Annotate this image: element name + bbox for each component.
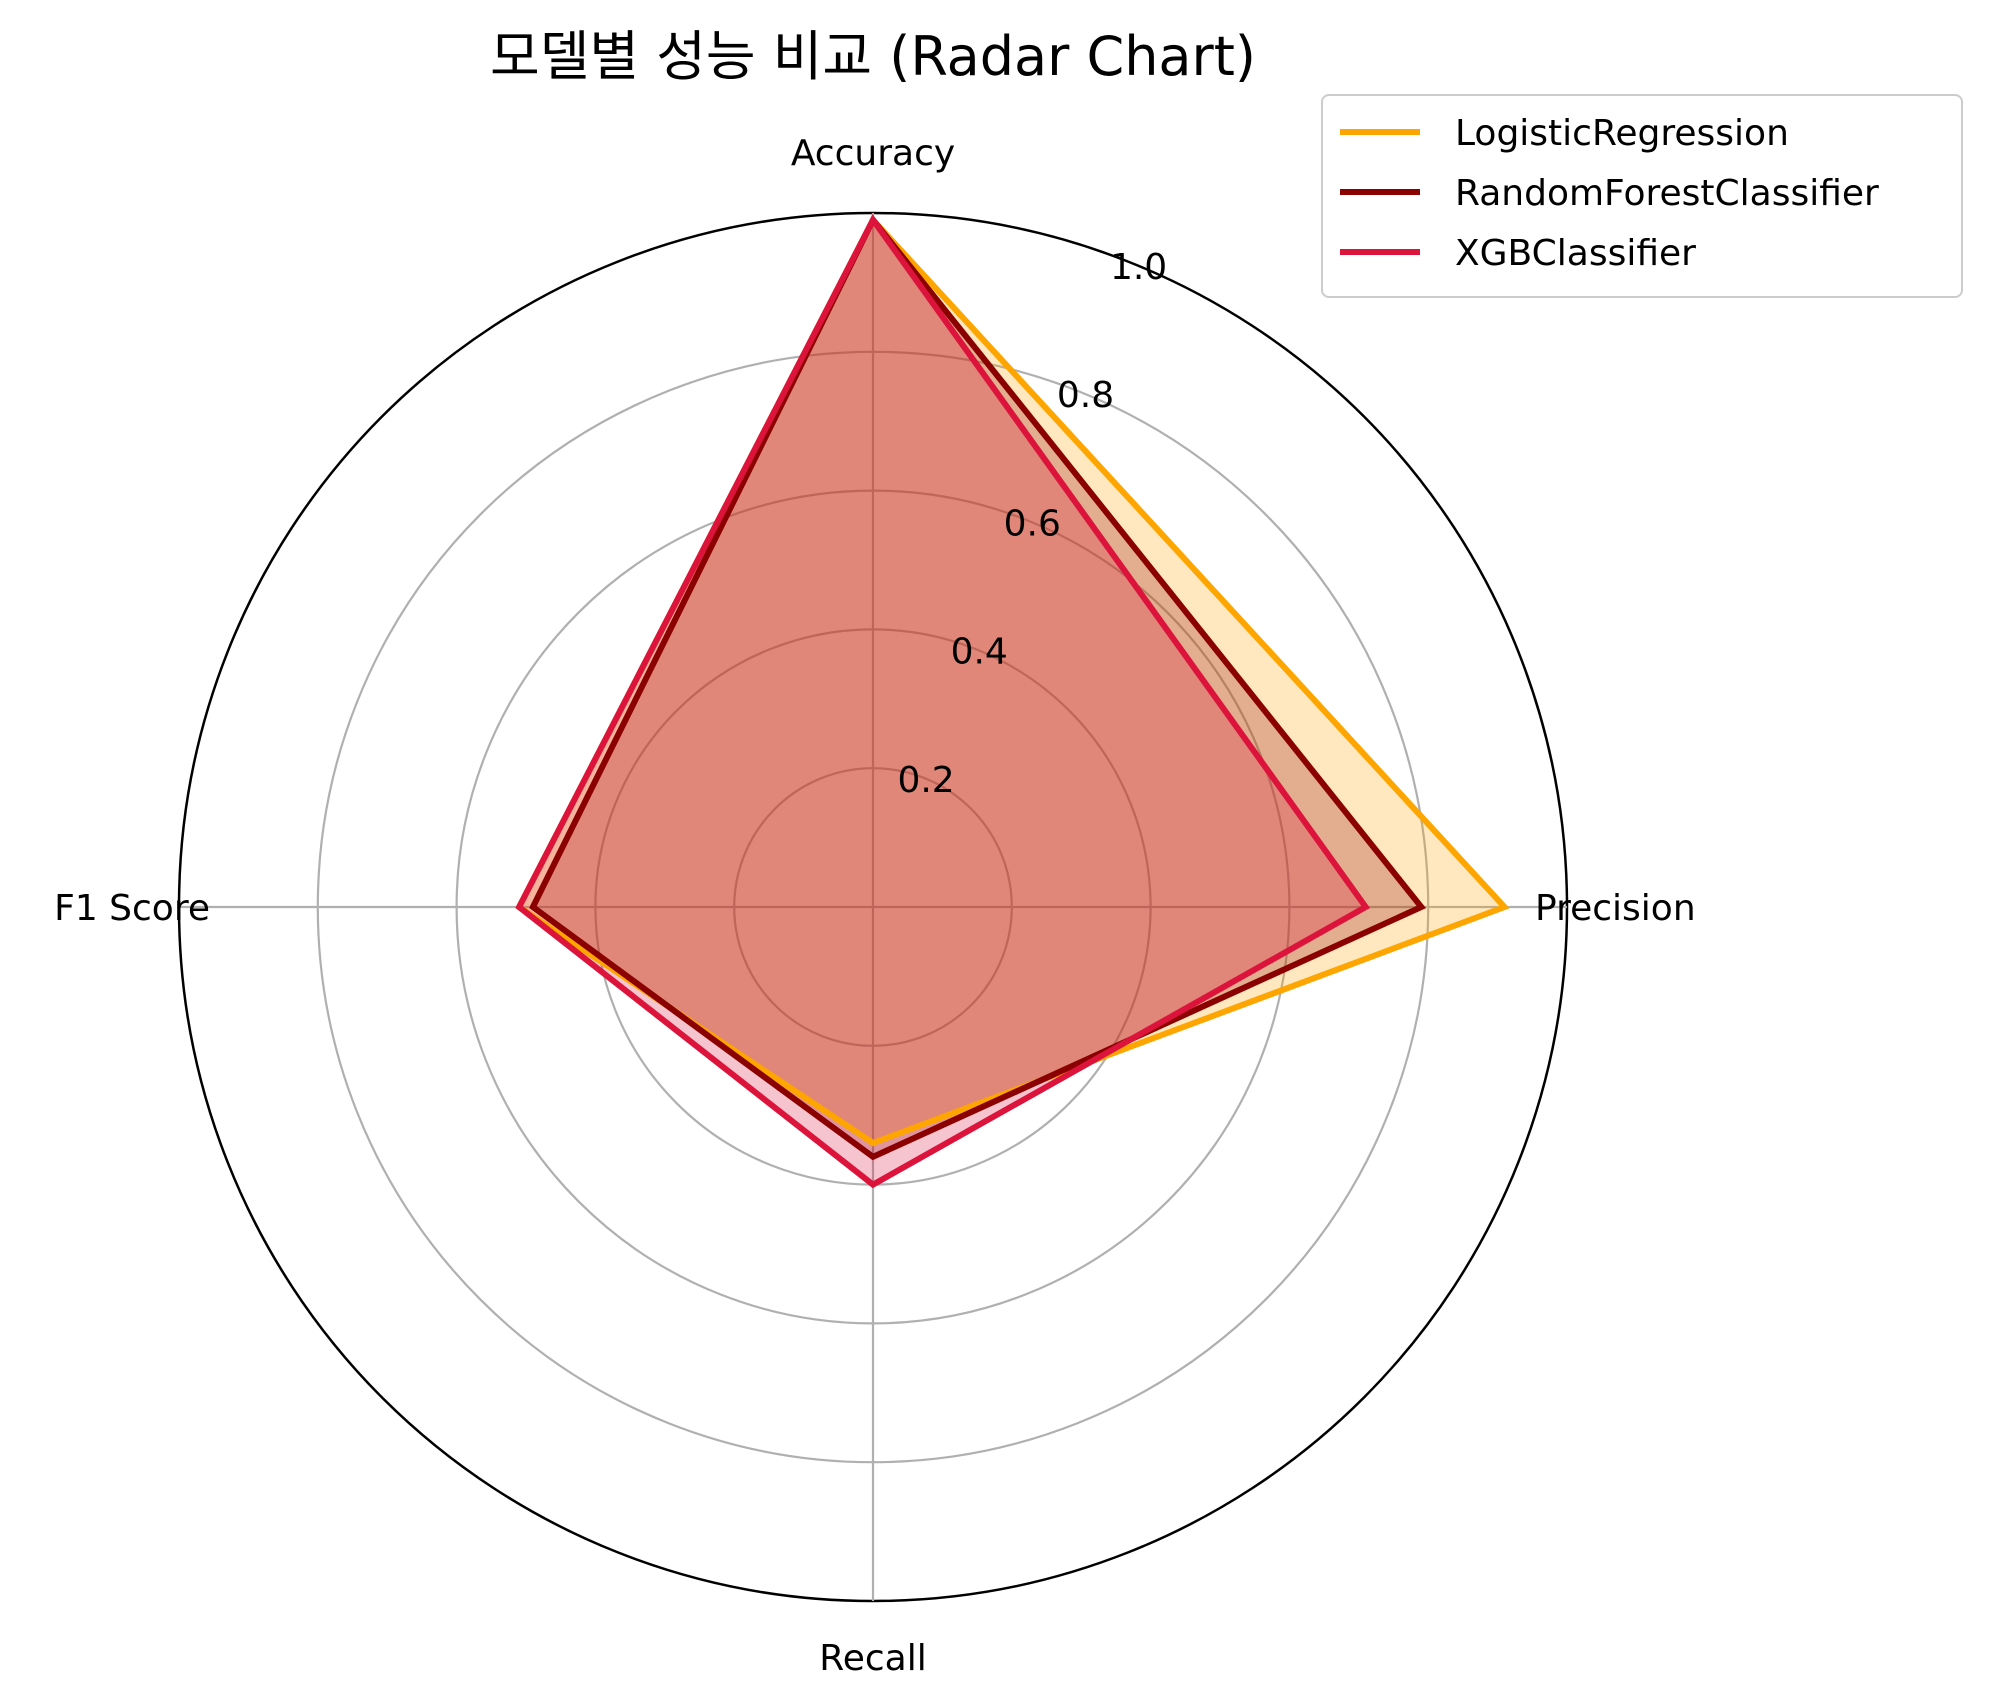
legend-label: LogisticRegression [1455,113,1789,154]
axis-label: Accuracy [791,133,955,174]
legend-items: LogisticRegression RandomForestClassifier… [1340,113,1879,274]
radial-tick-label: 0.2 [897,760,954,801]
legend-frame [1321,94,1963,298]
series-fill [519,219,1505,1143]
series-layer [515,214,1510,1189]
series-fill [532,219,1422,1157]
radial-tick-label: 0.4 [951,632,1008,673]
axis-label: F1 Score [54,888,210,929]
radial-tick-label: 0.6 [1004,503,1061,544]
radial-tick-label: 1.0 [1110,247,1167,288]
legend-label: RandomForestClassifier [1455,173,1879,214]
series-line [515,214,1371,1189]
legend-label: XGBClassifier [1455,233,1696,274]
series-fill [519,219,1366,1185]
legend: LogisticRegression RandomForestClassifier… [1321,94,1963,298]
axis-label-layer: Accuracy Precision Recall F1 Score [54,133,1696,1679]
radial-tick-label: 0.8 [1057,375,1114,416]
axis-label: Precision [1535,888,1696,929]
grid-layer [177,211,1569,1603]
chart-title: 모델별 성능 비교 (Radar Chart) [490,25,1256,88]
axis-label: Recall [819,1638,926,1679]
tick-layer: 0.2 0.4 0.6 0.8 1.0 [897,247,1167,801]
series-line [529,214,1427,1161]
